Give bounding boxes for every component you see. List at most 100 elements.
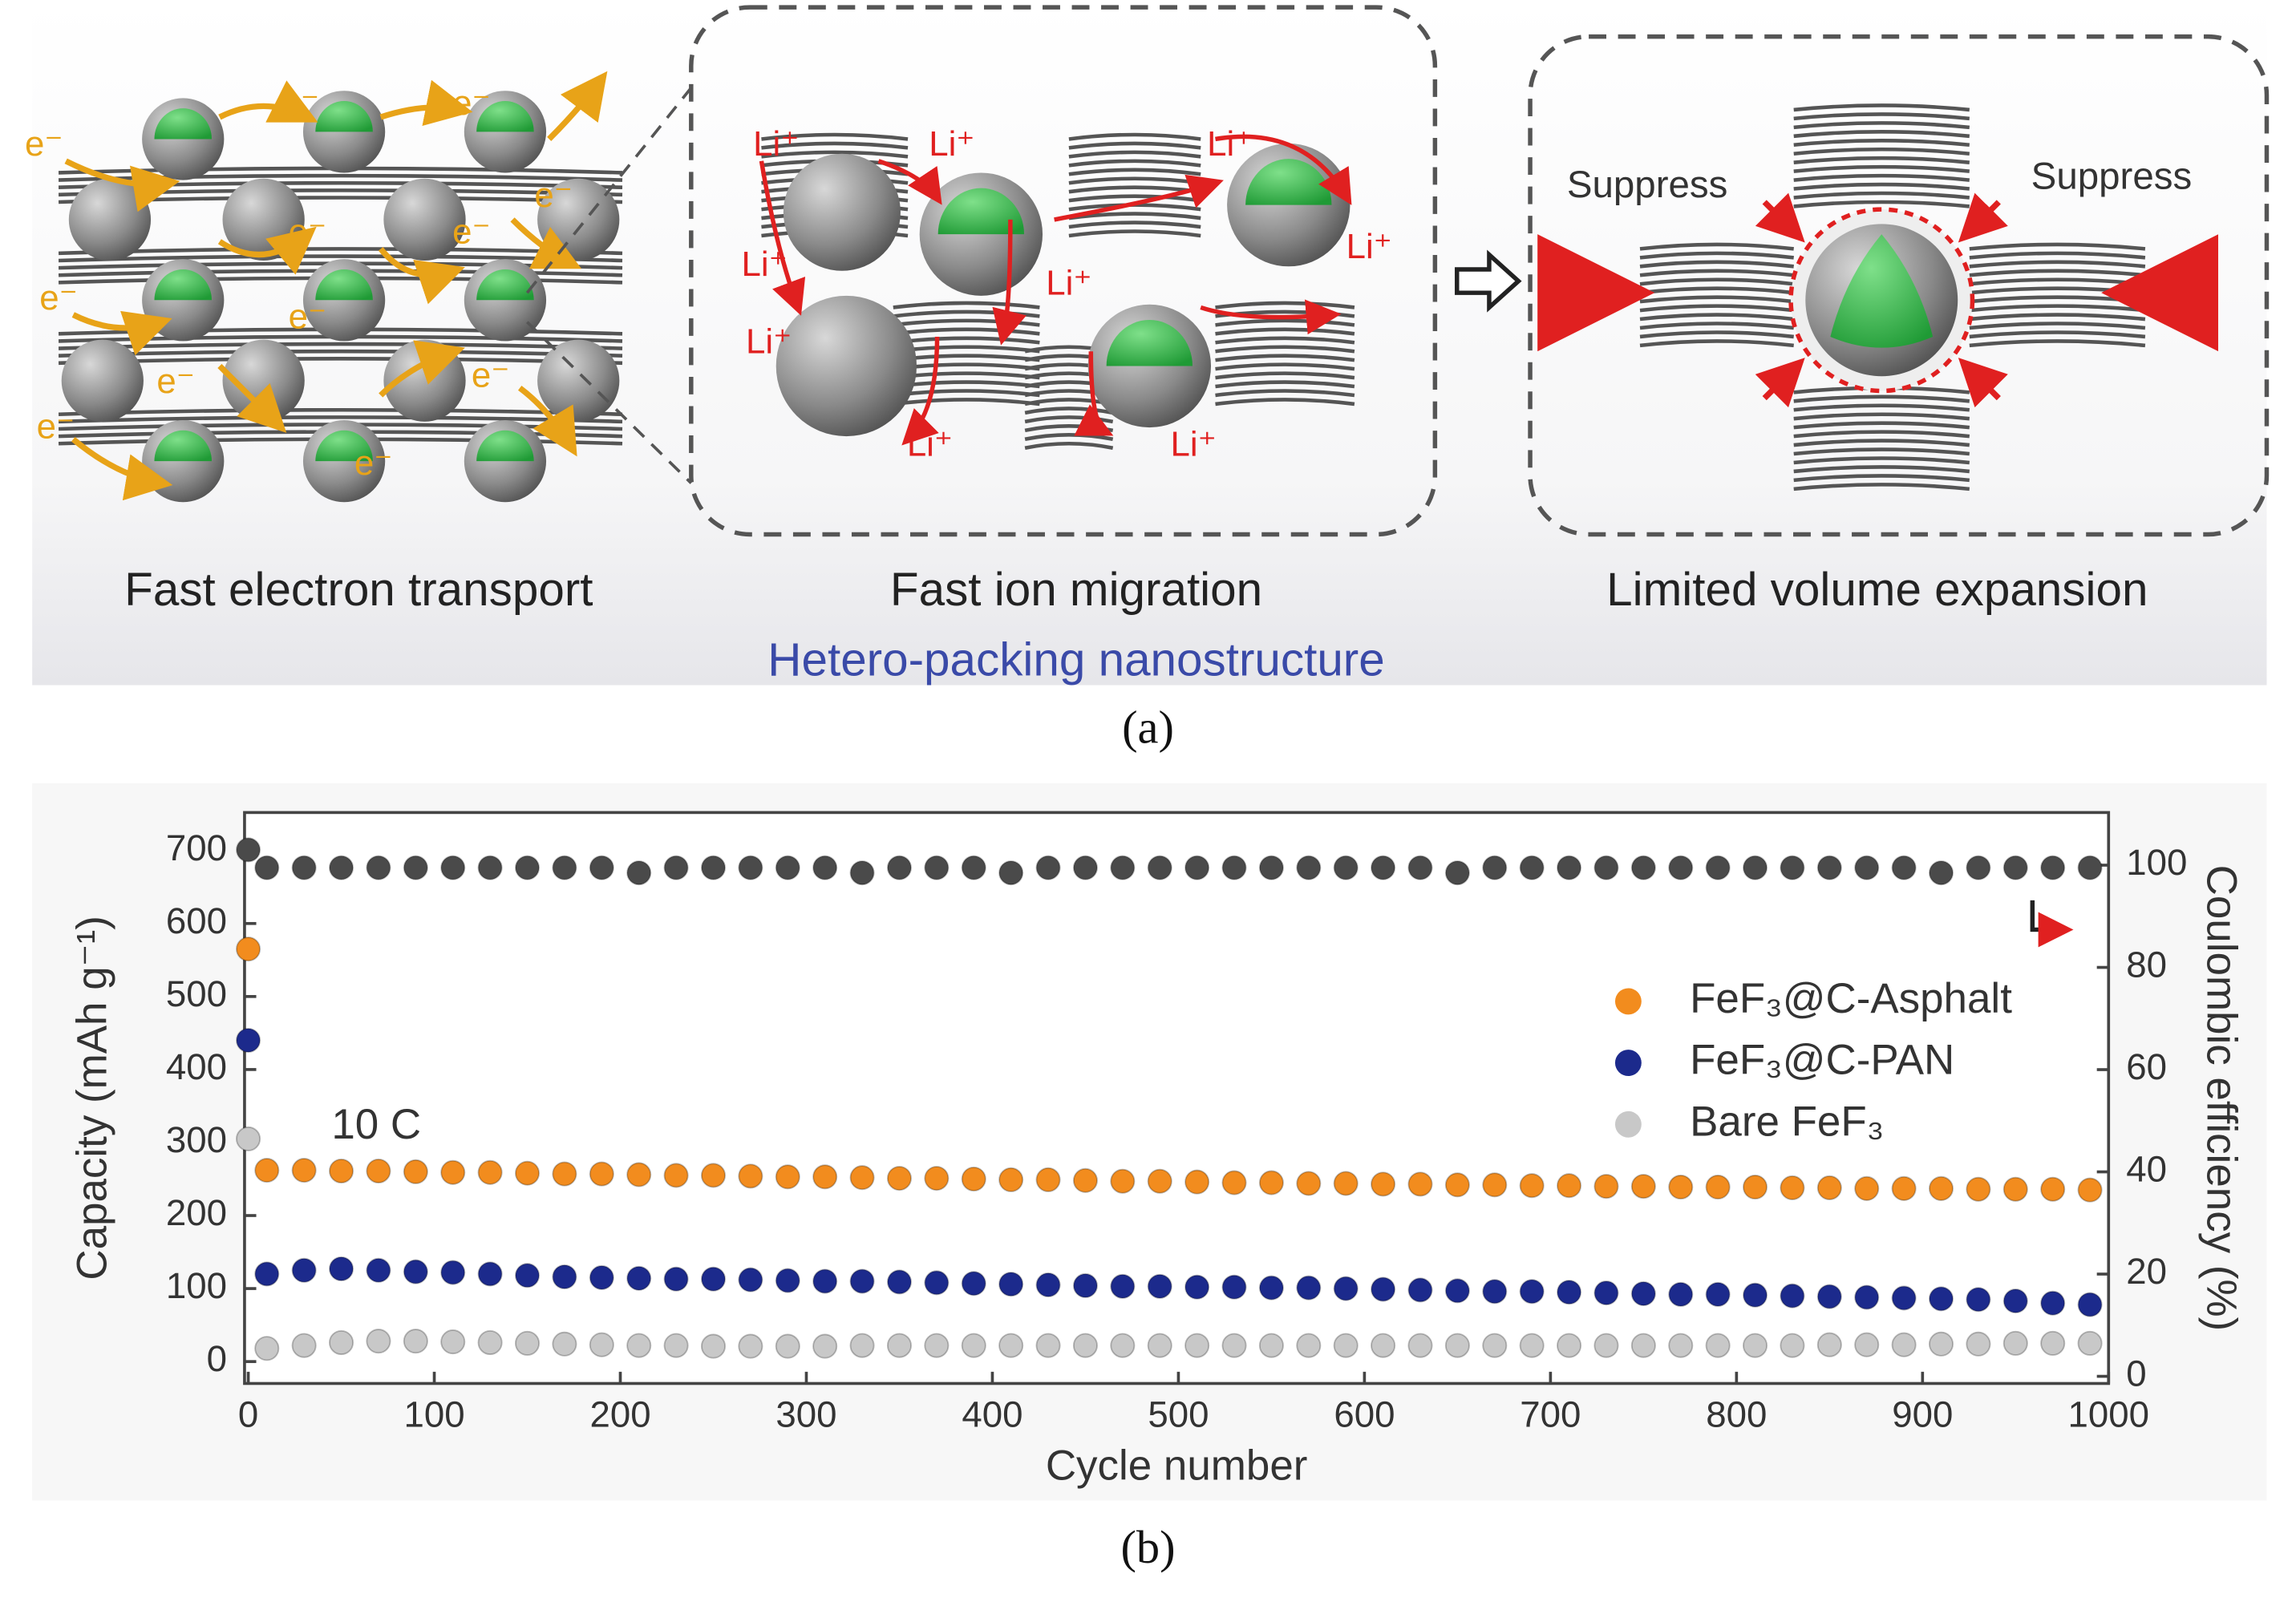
point: [403, 1329, 428, 1354]
point: [849, 1165, 875, 1191]
ion-path: [1215, 134, 1352, 205]
carbon-layer: [1068, 150, 1201, 159]
point: [2077, 855, 2103, 880]
point: [1333, 1171, 1359, 1196]
point: [1184, 1333, 1210, 1358]
point: [626, 1265, 652, 1291]
point: [1444, 1278, 1470, 1304]
carbon-layer: [1215, 354, 1355, 362]
ion-path: [1074, 351, 1114, 436]
point: [1780, 1283, 1805, 1309]
point: [2077, 1330, 2103, 1356]
core: [315, 100, 373, 132]
carbon-layer: [1793, 430, 1970, 439]
point: [1110, 1273, 1136, 1299]
panel-label: (b): [1120, 1521, 1175, 1573]
subtitle: Hetero-packing nanostructure: [767, 634, 1384, 686]
core: [1245, 159, 1332, 205]
point: [1668, 855, 1694, 880]
core: [476, 430, 534, 462]
point: [366, 1158, 391, 1183]
point: [1966, 855, 1991, 880]
point: [1557, 855, 1582, 880]
point: [1296, 1171, 1322, 1196]
carbon-layer: [1793, 156, 1970, 164]
electron-label: e⁻: [289, 297, 327, 337]
carbon-layer: [58, 357, 623, 366]
point: [1705, 855, 1731, 880]
point: [1668, 1174, 1694, 1200]
point: [1072, 1167, 1098, 1193]
ion-path: [759, 160, 806, 316]
point: [961, 1271, 986, 1297]
point: [1035, 1167, 1061, 1192]
point: [1743, 1333, 1768, 1358]
legend-label: Bare FeF₃: [1690, 1098, 1884, 1145]
point: [291, 1257, 317, 1283]
annotation: 10 C: [331, 1101, 421, 1148]
point: [1854, 1284, 1880, 1310]
point: [1444, 860, 1470, 886]
zoom-line: [526, 321, 693, 484]
ion-label: Li⁺: [907, 424, 953, 463]
point: [515, 855, 541, 880]
carbon-layer: [1793, 447, 1970, 456]
point: [812, 1333, 838, 1359]
point: [775, 1268, 800, 1293]
y-tick-label: 100: [166, 1265, 227, 1306]
y2-axis-label: Coulombic efficiency (%): [2197, 865, 2245, 1332]
point: [1333, 1333, 1359, 1358]
ion-path: [901, 336, 940, 446]
point: [1147, 1168, 1172, 1194]
particle: [537, 339, 620, 422]
point: [329, 855, 354, 880]
point: [1630, 1333, 1656, 1358]
carbon-layer: [1639, 304, 1794, 313]
point: [738, 1333, 763, 1359]
point: [477, 855, 503, 880]
carbon-layer: [1793, 439, 1970, 447]
core: [1106, 319, 1193, 366]
electron-path: [379, 79, 473, 127]
point: [700, 855, 727, 880]
electron-label: e⁻: [25, 124, 63, 164]
point: [1147, 1273, 1172, 1299]
particle: [61, 339, 144, 422]
carbon-layer: [1793, 465, 1970, 474]
y2-tick-label: 80: [2126, 945, 2167, 985]
point: [738, 1163, 763, 1189]
electron-path: [218, 80, 318, 123]
electron-label: e⁻: [452, 212, 491, 252]
point: [1891, 1332, 1917, 1357]
carbon-layer: [1793, 139, 1970, 148]
carbon-layer: [1793, 394, 1970, 403]
point: [626, 1333, 652, 1358]
suppress-arrow: [1755, 192, 1805, 243]
point: [775, 1164, 800, 1190]
ion-label: Li⁺: [929, 124, 974, 164]
carbon-layer: [1215, 371, 1355, 380]
legend-marker: [1614, 1050, 1642, 1077]
point: [1743, 855, 1768, 880]
point: [1816, 1284, 1842, 1309]
point: [663, 1333, 689, 1358]
core: [315, 269, 373, 301]
point: [1557, 1280, 1582, 1305]
carbon-layer: [1639, 330, 1794, 339]
carbon-layer: [1639, 277, 1794, 286]
electron-label: e⁻: [37, 407, 75, 447]
point: [1705, 1333, 1731, 1358]
point: [1854, 1332, 1880, 1357]
point: [1519, 1279, 1545, 1305]
carbon-layer: [1793, 103, 1970, 112]
carbon-layer: [1793, 121, 1970, 130]
electron-path: [71, 436, 173, 501]
point: [812, 1164, 838, 1190]
point: [1593, 1333, 1619, 1358]
carbon-layer: [1793, 173, 1970, 182]
x-tick-label: 500: [1148, 1394, 1209, 1435]
caption: Fast electron transport: [124, 564, 593, 616]
point: [1482, 1172, 1508, 1198]
ion-path: [1200, 299, 1342, 335]
point: [738, 1267, 763, 1292]
